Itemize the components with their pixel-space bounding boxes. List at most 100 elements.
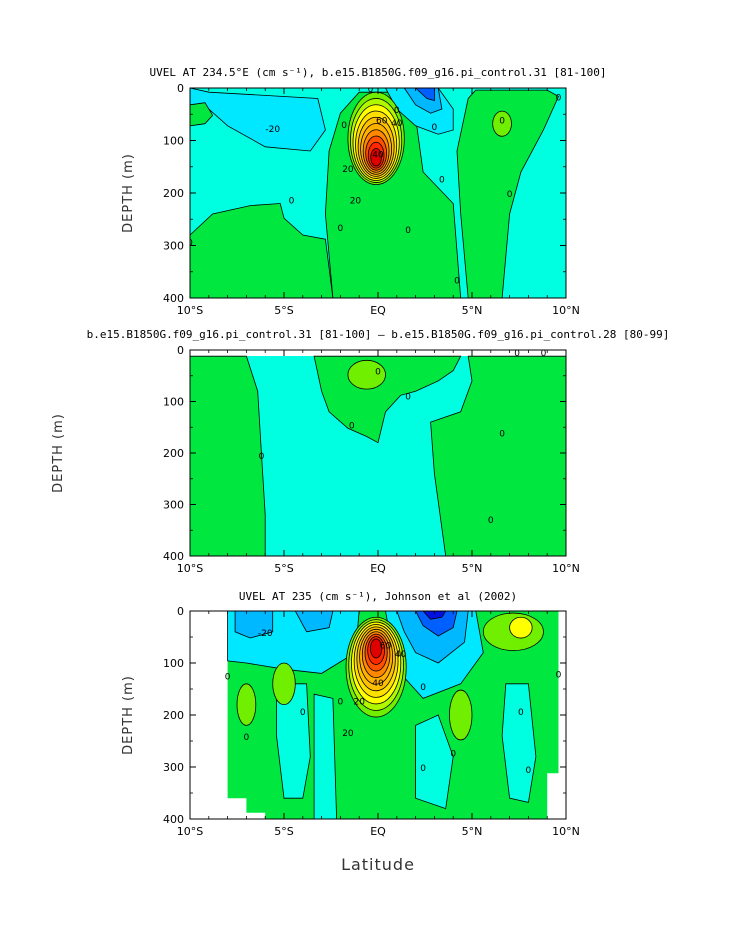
panel-3-westward-jet-blue: [415, 611, 458, 637]
panel-3-y-tick-label: 100: [163, 657, 184, 670]
panel-2-y-axis-label: DEPTH (m): [51, 413, 66, 493]
panel-2-y-tick-label: 400: [163, 550, 184, 563]
panel-1-contour-label: 0: [289, 197, 295, 207]
panel-3-cyan-column: [276, 683, 311, 799]
panel-3-contour-label: 20: [342, 729, 354, 739]
panel-2-title: b.e15.B1850G.f09_g16.pi_control.31 [81-1…: [87, 328, 670, 341]
panel-1-green-region-southwest: [190, 203, 334, 298]
panel-1-y-tick-label: 0: [177, 82, 184, 95]
panel-1-contour-label: 40: [372, 150, 384, 160]
panel-1-contour-label: 0: [368, 85, 374, 95]
panel-2-lime-blob: [347, 359, 386, 390]
panel-3-contour-label: 0: [244, 733, 250, 743]
panel-2-plot-area: 0 0 0 0 0 0 0 0: [190, 349, 566, 556]
panel-3-cyan-east: [501, 683, 537, 803]
panel-3-contour-label: 0: [518, 708, 524, 718]
panel-1-contour-label: 40: [391, 119, 403, 129]
panel-3-y-tick-label: 200: [163, 709, 184, 722]
panel-2-x-tick-label: EQ: [370, 562, 386, 575]
panel-1-contour-label: 0: [556, 94, 562, 104]
panel-3-contour-label: 0: [420, 764, 426, 774]
panel-2-contour-label: 0: [349, 421, 355, 431]
panel-2-contour-label: 0: [375, 368, 381, 378]
panel-3-y-tick-label: 0: [177, 605, 184, 618]
panel-2-x-tick-label: 5°S: [274, 562, 293, 575]
panel-3-contour-label: 0: [225, 673, 231, 683]
panel-1-x-tick-label: 5°S: [274, 304, 293, 317]
x-axis-label: Latitude: [341, 855, 415, 874]
panel-3-sky-patch-2: [294, 611, 334, 633]
panel-2-x-tick-label: 5°N: [462, 562, 483, 575]
panel-3-contour-label: 0: [450, 750, 456, 760]
panel-1-contour-label: 0: [507, 190, 513, 200]
panel-3-westward-jet-core: [422, 611, 447, 620]
panel-1-green-blob-west: [190, 102, 214, 127]
panel-3-title: UVEL AT 235 (cm s⁻¹), Johnson et al (200…: [239, 590, 517, 603]
panel-3-contour-label: 40: [395, 650, 407, 660]
panel-1-contour-label: 0: [454, 276, 460, 286]
panel-2-y-tick-label: 100: [163, 396, 184, 409]
panel-1-westward-jet-blue: [415, 88, 435, 102]
panel-3-contour-label: 0: [526, 766, 532, 776]
panel-2-contour-label: 0: [514, 349, 520, 359]
panel-2-contour-label: 0: [488, 516, 494, 526]
panel-2-contour-label: 0: [499, 430, 505, 440]
panel-1-contour-label: 0: [499, 117, 505, 127]
panel-1-x-tick-label: EQ: [370, 304, 386, 317]
panel-1-contour-label: 0: [439, 176, 445, 186]
panel-3-contour-label: 0: [556, 671, 562, 681]
panel-1-contour-label: 0: [341, 121, 347, 131]
panel-1-x-tick-label: 5°N: [462, 304, 483, 317]
panel-2-y-tick-label: 200: [163, 447, 184, 460]
panel-1-contour-label: 0: [187, 239, 193, 249]
panel-1-contour-label: 0: [405, 226, 411, 236]
panel-2-green-region-west: [190, 355, 266, 556]
panel-1-contour-label: -20: [265, 125, 280, 135]
panel-3-contour-label: 40: [372, 679, 384, 689]
panel-3-contour-label: -20: [258, 629, 273, 639]
panel-3-x-tick-label: EQ: [370, 825, 386, 838]
panel-2-y-tick-label: 0: [177, 344, 184, 357]
panel-3-lime-west-2: [272, 662, 296, 705]
panel-1-contour-label: 20: [350, 197, 362, 207]
panel-3-y-tick-label: 300: [163, 761, 184, 774]
panel-1-x-tick-label: 10°N: [552, 304, 580, 317]
panel-1-contour-label: 0: [338, 224, 344, 234]
panel-3-contour-label: 0: [300, 708, 306, 718]
panel-1-lime-spot-east: [492, 110, 512, 137]
panel-3-contour-label: 0: [338, 698, 344, 708]
panel-3-contour-label: 60: [380, 641, 392, 651]
panel-3-lime-west: [236, 683, 257, 726]
panel-3-x-tick-label: 5°N: [462, 825, 483, 838]
panel-3-cyan-tongue: [415, 714, 454, 810]
panel-1-y-tick-label: 400: [163, 292, 184, 305]
panel-3-y-tick-label: 400: [163, 813, 184, 826]
panel-2-contour-label: 0: [541, 349, 547, 359]
panel-1-contour-label: 0: [432, 123, 438, 133]
panel-1-x-tick-label: 10°S: [177, 304, 203, 317]
panel-1-green-region-east: [456, 89, 560, 298]
panel-1-undercurrent-core-level-10: [370, 148, 382, 167]
panel-1-y-tick-label: 100: [163, 135, 184, 148]
panel-1-contour-label: 0: [394, 106, 400, 116]
panel-1-y-tick-label: 200: [163, 187, 184, 200]
panel-3-cyan-column-2: [313, 693, 338, 819]
panel-2-y-tick-label: 300: [163, 499, 184, 512]
panel-2-contour-label: 0: [259, 452, 265, 462]
panel-3-sky-patch: [234, 611, 274, 639]
panel-3-x-tick-label: 10°N: [552, 825, 580, 838]
panel-1-y-tick-label: 300: [163, 240, 184, 253]
panel-1-contour-label: 20: [342, 165, 354, 175]
panel-2-green-region-east: [430, 355, 566, 556]
panel-2-x-tick-label: 10°N: [552, 562, 580, 575]
panel-3-undercurrent-core-level-10: [370, 638, 383, 659]
panel-3-x-tick-label: 5°S: [274, 825, 293, 838]
panel-1-contour-label: 60: [376, 117, 388, 127]
panel-1-title: UVEL AT 234.5°E (cm s⁻¹), b.e15.B1850G.f…: [150, 66, 607, 79]
panel-1-y-axis-label: DEPTH (m): [121, 153, 136, 233]
